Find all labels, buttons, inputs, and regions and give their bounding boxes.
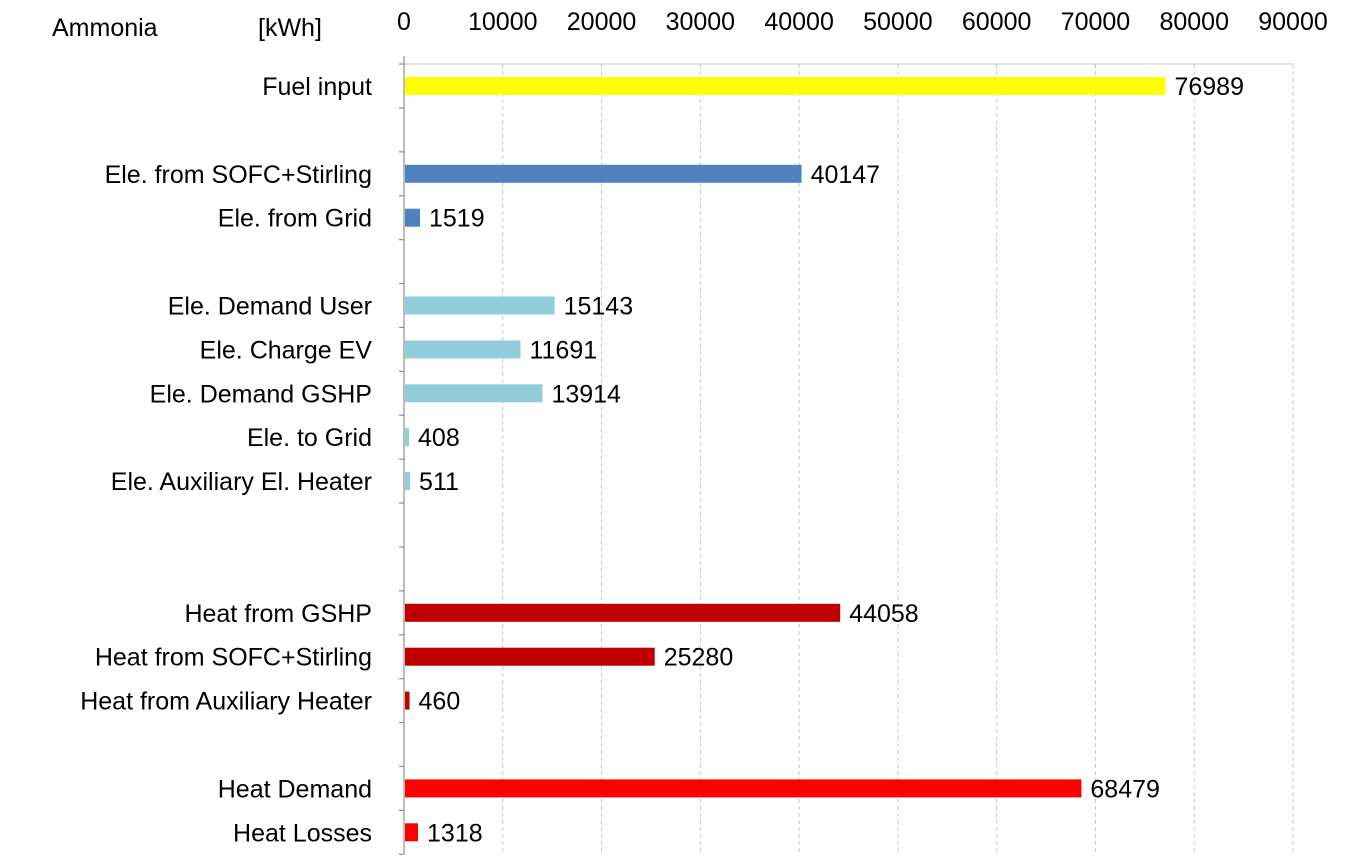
bar [405, 647, 655, 666]
gridlines [502, 64, 1294, 855]
bar [405, 779, 1082, 798]
bar [405, 603, 841, 622]
x-tick-label: 70000 [1061, 8, 1131, 36]
category-label: Heat from Auxiliary Heater [80, 688, 372, 716]
value-labels: 76989 40147 1519 15143 11691 13914 408 511 44058… [418, 73, 1244, 847]
category-label: Ele. Demand GSHP [150, 380, 372, 408]
axis [399, 56, 1293, 855]
bar [405, 164, 802, 183]
category-label: Fuel input [262, 73, 372, 101]
value-label: 1318 [427, 819, 483, 847]
value-label: 460 [419, 688, 461, 716]
x-tick-label: 30000 [666, 8, 736, 36]
value-label: 408 [418, 424, 460, 452]
value-label: 13914 [551, 380, 621, 408]
category-label: Heat from SOFC+Stirling [95, 644, 372, 672]
bar [405, 691, 410, 710]
value-label: 11691 [529, 336, 597, 364]
category-label: Ele. Auxiliary El. Heater [111, 468, 372, 496]
x-tick-label: 90000 [1258, 8, 1328, 36]
category-label: Heat from GSHP [184, 600, 372, 628]
category-label: Ele. from Grid [218, 205, 372, 233]
bar [405, 428, 410, 447]
value-label: 25280 [664, 644, 734, 672]
unit-label: [kWh] [258, 14, 322, 42]
value-label: 44058 [849, 600, 919, 628]
bar [405, 77, 1166, 95]
category-label: Ele. from SOFC+Stirling [105, 161, 372, 189]
x-tick-label: 80000 [1159, 8, 1229, 36]
bar [405, 472, 411, 491]
value-label: 68479 [1090, 775, 1160, 803]
x-tick-label: 40000 [764, 8, 834, 36]
bar [405, 384, 543, 403]
value-label: 40147 [811, 161, 881, 189]
value-label: 76989 [1174, 73, 1244, 101]
category-label: Heat Losses [233, 819, 372, 847]
bar [405, 208, 421, 227]
bar [405, 340, 521, 359]
category-label: Ele. to Grid [247, 424, 372, 452]
tick-labels: 0 10000 20000 30000 40000 50000 60000 70000 8000… [397, 8, 1328, 36]
x-tick-label: 20000 [567, 8, 637, 36]
x-tick-label: 0 [397, 8, 411, 36]
value-label: 15143 [564, 293, 634, 321]
value-label: 511 [419, 468, 459, 496]
category-label: Ele. Demand User [168, 293, 372, 321]
bar [405, 823, 419, 842]
x-tick-label: 50000 [863, 8, 933, 36]
value-label: 1519 [429, 205, 485, 233]
category-label: Ele. Charge EV [200, 336, 373, 364]
bar [405, 296, 555, 315]
category-label: Heat Demand [218, 775, 372, 803]
chart-title: Ammonia [52, 14, 158, 42]
x-tick-label: 10000 [468, 8, 538, 36]
x-tick-label: 60000 [962, 8, 1032, 36]
category-labels: Fuel input Ele. from SOFC+Stirling Ele. fr… [80, 73, 372, 847]
bars [405, 77, 1166, 842]
